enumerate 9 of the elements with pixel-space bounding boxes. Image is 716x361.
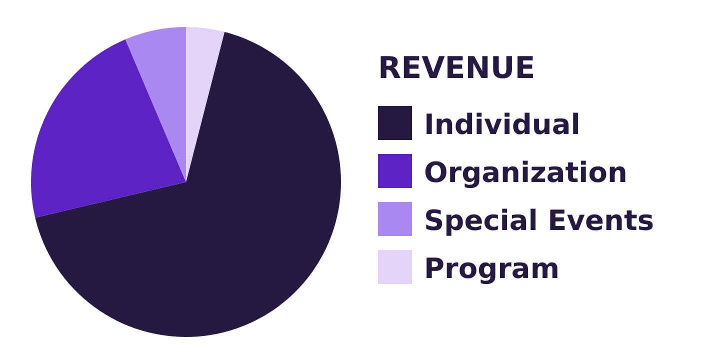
pie-slice (35, 32, 341, 337)
legend-label: Organization (424, 156, 628, 189)
pie-slice (125, 27, 186, 182)
legend-title: REVENUE (378, 51, 536, 86)
legend-label: Program (424, 252, 560, 285)
legend-label: Individual (424, 108, 580, 141)
pie-slice (186, 27, 225, 182)
legend-label: Special Events (424, 204, 654, 237)
pie-slice (31, 39, 186, 218)
